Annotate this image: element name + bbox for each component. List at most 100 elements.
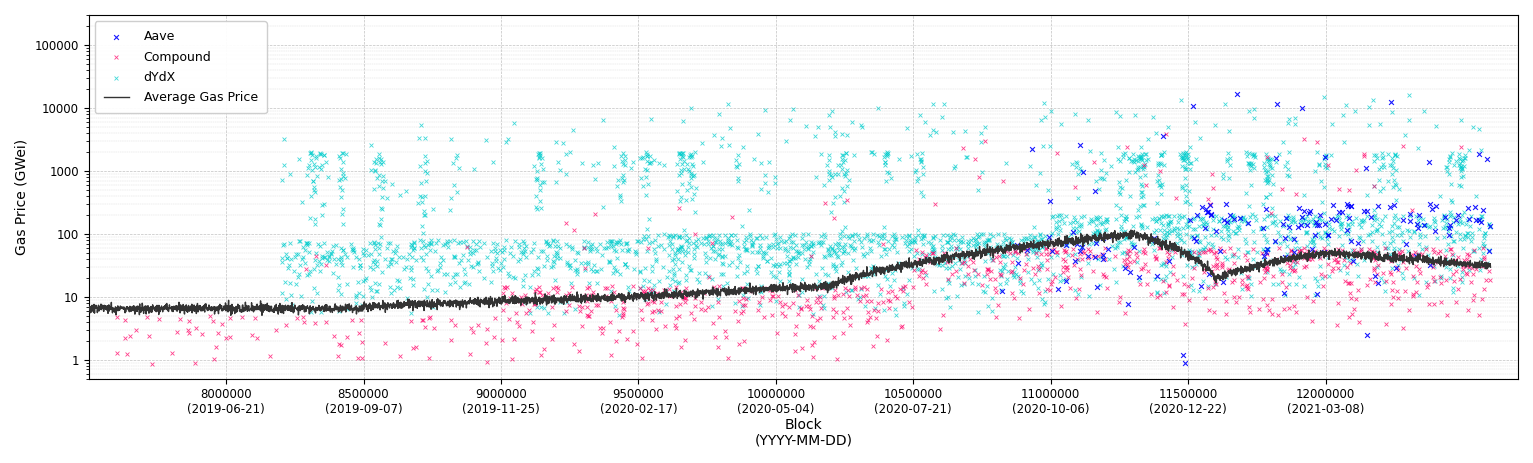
Compound — [975, 266, 1000, 273]
dYdX — [1130, 182, 1154, 189]
dYdX — [400, 241, 425, 249]
Compound — [586, 302, 610, 309]
dYdX — [406, 200, 431, 207]
dYdX — [866, 232, 891, 240]
dYdX — [708, 142, 733, 150]
dYdX — [274, 295, 299, 302]
dYdX — [1157, 213, 1182, 220]
dYdX — [297, 149, 322, 156]
dYdX — [1314, 235, 1338, 243]
Compound — [911, 275, 935, 282]
Compound — [826, 291, 851, 299]
Compound — [1254, 265, 1279, 273]
Compound — [1007, 314, 1032, 322]
Compound — [1001, 294, 1026, 302]
dYdX — [670, 160, 694, 168]
dYdX — [768, 277, 793, 284]
dYdX — [734, 247, 759, 254]
dYdX — [1277, 215, 1302, 222]
dYdX — [428, 263, 452, 271]
dYdX — [425, 239, 449, 247]
dYdX — [609, 175, 633, 182]
dYdX — [613, 260, 638, 268]
Compound — [730, 284, 754, 292]
dYdX — [829, 244, 854, 251]
dYdX — [400, 254, 425, 261]
dYdX — [707, 111, 731, 118]
dYdX — [461, 237, 486, 244]
dYdX — [1332, 138, 1357, 146]
Compound — [1038, 281, 1062, 288]
dYdX — [675, 231, 699, 238]
Compound — [1160, 263, 1185, 270]
dYdX — [756, 189, 780, 196]
dYdX — [468, 268, 492, 275]
dYdX — [1216, 225, 1240, 232]
Compound — [495, 284, 520, 291]
Aave — [1466, 150, 1490, 157]
dYdX — [1127, 155, 1151, 162]
dYdX — [636, 277, 661, 284]
dYdX — [483, 244, 507, 252]
Compound — [1343, 250, 1367, 257]
dYdX — [707, 232, 731, 239]
Compound — [1240, 245, 1265, 252]
dYdX — [1450, 244, 1475, 252]
dYdX — [1130, 221, 1154, 229]
dYdX — [920, 247, 944, 255]
dYdX — [1277, 116, 1302, 123]
dYdX — [521, 245, 546, 252]
Compound — [1305, 249, 1329, 257]
dYdX — [412, 211, 437, 219]
Compound — [1144, 252, 1168, 260]
dYdX — [627, 268, 652, 275]
Aave — [1061, 228, 1085, 235]
Compound — [1075, 245, 1099, 253]
dYdX — [834, 288, 858, 296]
Aave — [1194, 206, 1219, 213]
dYdX — [1202, 216, 1226, 223]
dYdX — [1156, 219, 1180, 226]
Compound — [759, 288, 783, 295]
dYdX — [1024, 254, 1049, 261]
dYdX — [636, 215, 661, 223]
dYdX — [560, 280, 584, 287]
Compound — [1254, 250, 1279, 257]
dYdX — [1341, 256, 1366, 263]
dYdX — [1069, 213, 1093, 221]
dYdX — [284, 250, 308, 257]
Compound — [1199, 247, 1223, 255]
dYdX — [1111, 150, 1136, 158]
dYdX — [274, 251, 299, 258]
Compound — [707, 313, 731, 320]
dYdX — [414, 177, 438, 184]
Compound — [1252, 268, 1277, 275]
dYdX — [535, 252, 560, 260]
dYdX — [733, 245, 757, 253]
dYdX — [1121, 240, 1145, 248]
dYdX — [903, 234, 927, 241]
dYdX — [725, 272, 750, 279]
dYdX — [380, 181, 405, 188]
dYdX — [957, 238, 981, 245]
Compound — [1469, 261, 1493, 269]
Aave — [1039, 247, 1064, 255]
Compound — [583, 210, 607, 218]
Compound — [786, 291, 811, 299]
Compound — [966, 173, 990, 180]
dYdX — [1127, 247, 1151, 255]
Compound — [1208, 244, 1233, 252]
dYdX — [1187, 238, 1211, 245]
dYdX — [780, 244, 805, 252]
dYdX — [1148, 151, 1173, 159]
dYdX — [333, 251, 357, 258]
Compound — [560, 283, 584, 291]
dYdX — [313, 253, 337, 260]
dYdX — [934, 294, 958, 302]
dYdX — [719, 231, 744, 238]
dYdX — [1328, 232, 1352, 239]
Compound — [1375, 251, 1400, 259]
dYdX — [602, 302, 627, 310]
Compound — [1260, 272, 1285, 280]
dYdX — [745, 249, 770, 256]
